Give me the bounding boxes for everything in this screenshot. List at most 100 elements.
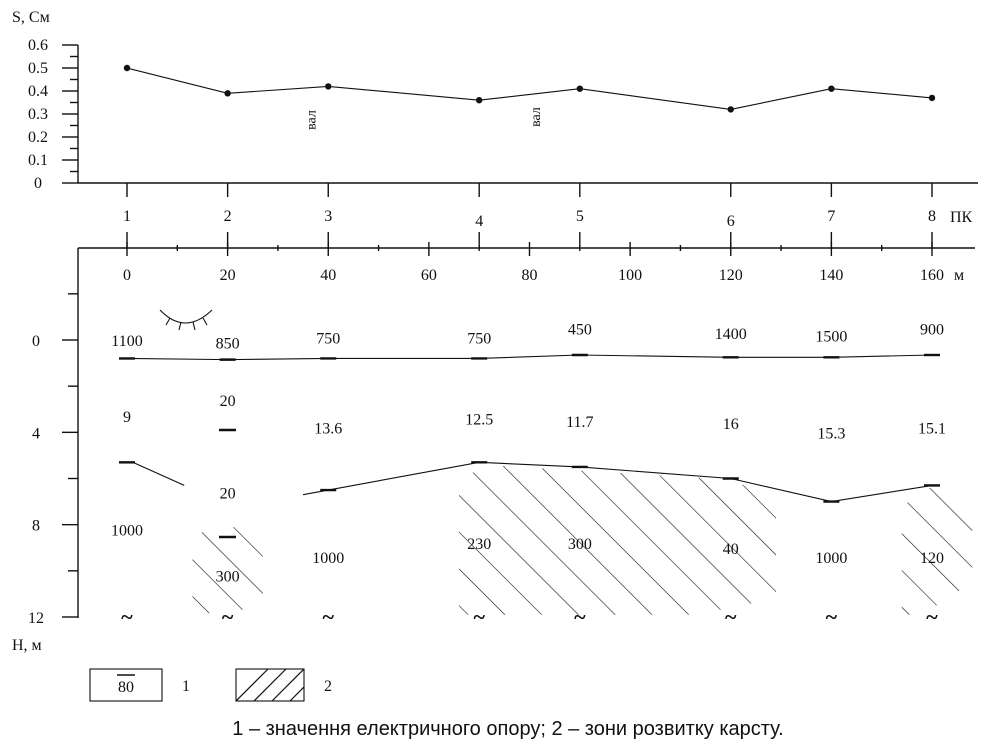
resistivity-value: 450	[568, 321, 592, 338]
figure-caption: 1 – значення електричного опору; 2 – зон…	[232, 718, 783, 740]
depth-tick-label: 8	[32, 518, 40, 535]
karst-zone	[459, 464, 777, 615]
distance-tick-label: 140	[819, 267, 843, 284]
val-annotations: вал вал	[304, 107, 544, 130]
s-tick-label: 0	[34, 175, 42, 192]
distance-tick-label: 40	[320, 267, 336, 284]
resistivity-value: 1100	[111, 333, 142, 350]
depth-axis-labels: 0 4 8 12	[28, 333, 44, 627]
legend-box-karst	[235, 668, 305, 702]
tilde-mark: ~	[574, 604, 586, 629]
tilde-mark: ~	[826, 604, 838, 629]
distance-axis-unit: м	[954, 267, 964, 284]
conductance-point	[325, 83, 332, 90]
legend-item-2-number: 2	[324, 678, 332, 695]
legend-value-text: 80	[118, 679, 134, 696]
pk-label: 4	[475, 213, 483, 230]
resistivity-value: 750	[316, 331, 340, 348]
distance-tick-label: 80	[522, 267, 538, 284]
pk-label: 6	[727, 213, 735, 230]
bottom-tildes: ~ ~ ~ ~ ~ ~ ~ ~	[121, 604, 938, 629]
conductance-point	[928, 94, 936, 102]
depth-tick-label: 4	[32, 425, 40, 442]
resistivity-value: 20	[220, 393, 236, 410]
conductance-point	[475, 97, 483, 104]
conductance-series-points	[123, 64, 936, 113]
legend: 80 1 2	[89, 668, 332, 702]
sinkhole-icon	[159, 309, 213, 331]
depth-axis-ticks	[62, 293, 78, 618]
resistivity-value: 9	[123, 409, 131, 426]
legend-item-1-number: 1	[182, 678, 190, 695]
pk-label: 8	[928, 208, 936, 225]
conductance-point	[123, 64, 131, 72]
resistivity-value: 120	[920, 550, 944, 567]
s-tick-label: 0.1	[28, 152, 48, 169]
distance-tick-label: 120	[719, 267, 743, 284]
resistivity-value: 20	[220, 485, 236, 502]
s-axis-ticks: 0 0.1 0.2 0.3 0.4 0.5 0.6	[28, 37, 78, 192]
resistivity-value: 15.1	[918, 421, 946, 438]
resistivity-value: 1000	[815, 550, 847, 567]
s-tick-label: 0.5	[28, 60, 48, 77]
resistivity-value: 1000	[312, 550, 344, 567]
resistivity-value: 1500	[815, 328, 847, 345]
resistivity-value: 900	[920, 321, 944, 338]
resistivity-value: 16	[723, 416, 739, 433]
conductance-chart: S, См 0 0.1 0.2 0.3 0.4 0.5 0.6 вал вал	[12, 9, 978, 197]
tilde-mark: ~	[725, 604, 737, 629]
karst-zones	[192, 464, 973, 615]
conductance-point	[828, 85, 835, 92]
resistivity-value: 13.6	[314, 421, 342, 438]
conductance-series-line	[126, 67, 933, 110]
resistivity-value: 15.3	[817, 425, 845, 442]
s-tick-label: 0.3	[28, 106, 48, 123]
pk-label: 3	[324, 208, 332, 225]
conductance-point	[576, 85, 584, 92]
geoelectric-section: 0 20 40 60 80 100 120 140 160 м 0 4 8 12 H, м 1100 8…	[12, 232, 975, 654]
tilde-mark: ~	[473, 604, 485, 629]
pk-label: 2	[224, 208, 232, 225]
pk-label: 1	[123, 208, 131, 225]
depth-tick-label: 12	[28, 610, 44, 627]
s-tick-label: 0.6	[28, 37, 48, 54]
s-tick-label: 0.4	[28, 83, 48, 100]
distance-tick-label: 60	[421, 267, 437, 284]
resistivity-value: 1000	[111, 522, 143, 539]
legend-box-resistivity	[89, 668, 163, 702]
resistivity-value: 12.5	[465, 411, 493, 428]
resistivity-value: 11.7	[566, 414, 593, 431]
tilde-mark: ~	[926, 604, 938, 629]
layer-boundary-2-marks	[119, 461, 940, 503]
tilde-mark: ~	[323, 604, 335, 629]
resistivity-value: 300	[216, 568, 240, 585]
depth-axis-label: H, м	[12, 637, 42, 654]
resistivity-values: 1100 850 750 750 450 1400 1500 900 9 20 13.6 12.5 11…	[111, 321, 946, 585]
pk-labels: 1 2 3 4 5 6 7 8	[123, 208, 936, 230]
pk-label: 5	[576, 208, 584, 225]
conductance-point	[224, 90, 231, 97]
val-annotation: вал	[529, 107, 544, 127]
boundary-2-segment	[132, 461, 185, 486]
distance-axis-ticks	[126, 232, 933, 256]
karst-zone	[192, 522, 263, 615]
conductance-point	[727, 106, 734, 113]
layer-boundary-1	[126, 354, 933, 361]
legend-karst-hatch	[236, 669, 304, 701]
distance-tick-label: 20	[220, 267, 236, 284]
resistivity-value: 300	[568, 536, 592, 553]
pk-axis-ticks	[126, 183, 933, 197]
s-axis-label: S, См	[12, 9, 50, 26]
resistivity-value: 1400	[715, 326, 747, 343]
tilde-mark: ~	[121, 604, 133, 629]
pk-label: 7	[827, 208, 835, 225]
val-annotation: вал	[304, 110, 319, 130]
distance-tick-label: 160	[920, 267, 944, 284]
karst-zone	[901, 486, 973, 615]
resistivity-value: 850	[216, 335, 240, 352]
tilde-mark: ~	[222, 604, 234, 629]
distance-axis-labels: 0 20 40 60 80 100 120 140 160	[123, 267, 944, 284]
layer-boundary-1-marks	[119, 353, 940, 361]
s-tick-label: 0.2	[28, 129, 48, 146]
